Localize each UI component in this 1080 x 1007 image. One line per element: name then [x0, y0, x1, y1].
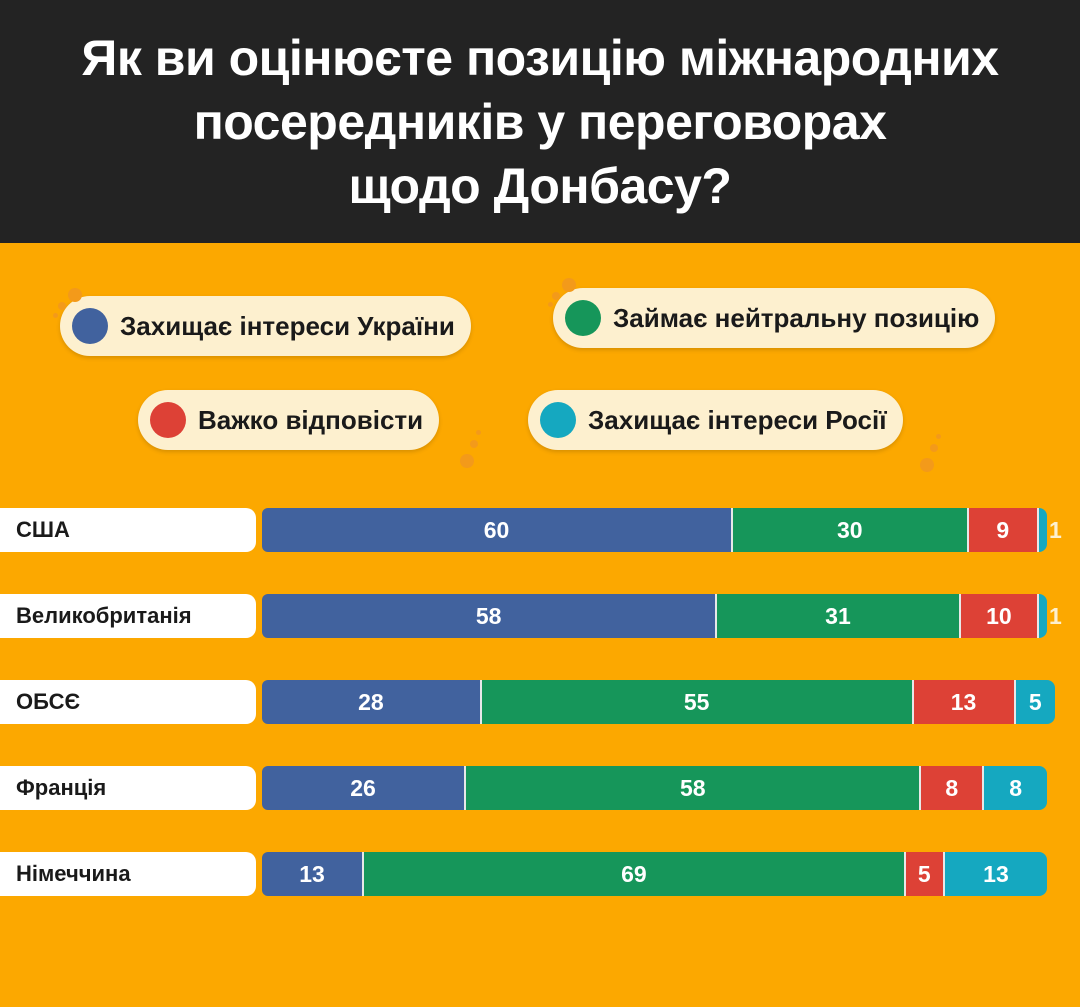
legend-swatch: [565, 300, 601, 336]
bar-segment: 8: [921, 766, 985, 810]
chart-title: Як ви оцінюєте позицію міжнародних посер…: [81, 29, 999, 214]
legend-item: Займає нейтральну позицію: [553, 288, 996, 348]
legend-item: Захищає інтереси Росії: [528, 390, 903, 450]
data-label: 13: [983, 860, 1009, 887]
bar-segment: 9: [968, 508, 1040, 552]
decoration-dot: [936, 434, 941, 439]
data-label: 58: [679, 774, 706, 801]
bar-segment: 26: [262, 766, 467, 810]
decoration-dot: [460, 454, 474, 468]
decoration-dot: [548, 302, 553, 307]
category-label: ОБСЄ: [0, 680, 256, 724]
header: Як ви оцінюєте позицію міжнародних посер…: [0, 0, 1080, 243]
data-label: 30: [836, 516, 863, 543]
legend-item: Важко відповісти: [138, 390, 440, 450]
legend-swatch: [150, 402, 186, 438]
data-label: 13: [299, 860, 325, 887]
data-label: 10: [986, 602, 1012, 629]
legend-label: Захищає інтереси Росії: [588, 404, 887, 435]
data-label: 28: [358, 688, 384, 715]
bar-segment: 13: [262, 852, 365, 896]
decoration-dot: [476, 430, 481, 435]
bar-row: 28 55 13 5: [262, 680, 1055, 724]
bar-segment: 31: [717, 594, 961, 638]
decoration-dot: [552, 292, 560, 300]
bar-segment: [1039, 594, 1047, 638]
bar-segment: 60: [262, 508, 733, 552]
bar-segment: 13: [944, 852, 1047, 896]
data-label: 9: [996, 516, 1010, 543]
decoration-dot: [68, 288, 82, 302]
decoration-dot: [930, 444, 938, 452]
bar-segment: 5: [905, 852, 945, 896]
bar-segment: 13: [913, 680, 1016, 724]
decoration-dot: [920, 458, 934, 472]
decoration-dot: [53, 313, 58, 318]
data-label: 1: [1049, 602, 1062, 629]
bar-segment: 55: [481, 680, 914, 724]
legend-swatch: [72, 308, 108, 344]
bar-segment: 8: [984, 766, 1047, 810]
decoration-dot: [58, 302, 66, 310]
decoration-dot: [562, 278, 576, 292]
category-label: США: [0, 508, 256, 552]
data-label: 58: [475, 602, 502, 629]
data-label: 31: [825, 602, 851, 629]
data-label: 13: [950, 688, 977, 715]
bar-segment: 30: [733, 508, 969, 552]
bar-segment: 10: [960, 594, 1040, 638]
bar-row: 58 31 10 1: [262, 594, 1062, 638]
legend-label: Захищає інтереси України: [120, 310, 455, 341]
bar-segment: 58: [466, 766, 922, 810]
decoration-dot: [470, 440, 478, 448]
bar-segment: [1039, 508, 1047, 552]
data-label: 1: [1049, 516, 1062, 543]
bar-segment: 58: [262, 594, 718, 638]
data-label: 5: [1028, 688, 1042, 715]
legend-item: Захищає інтереси України: [60, 296, 471, 356]
bar-segment: 69: [364, 852, 906, 896]
data-label: 8: [945, 774, 959, 801]
bar-row: 26 58 8 8: [262, 766, 1047, 810]
data-label: 55: [683, 688, 710, 715]
category-label: Німеччина: [0, 852, 256, 896]
category-label: Франція: [0, 766, 256, 810]
legend-swatch: [540, 402, 576, 438]
data-label: 5: [917, 860, 931, 887]
legend-label: Займає нейтральну позицію: [613, 302, 980, 333]
category-label: Великобританія: [0, 594, 256, 638]
bar-segment: 28: [262, 680, 482, 724]
bar-row: 13 69 5 13: [262, 852, 1047, 896]
bar-segment: 5: [1015, 680, 1055, 724]
data-label: 26: [350, 774, 376, 801]
data-label: 69: [621, 860, 647, 887]
bar-row: 60 30 9 1: [262, 508, 1062, 552]
data-label: 8: [1009, 774, 1022, 801]
data-label: 60: [483, 516, 510, 543]
legend-label: Важко відповісти: [198, 404, 424, 435]
